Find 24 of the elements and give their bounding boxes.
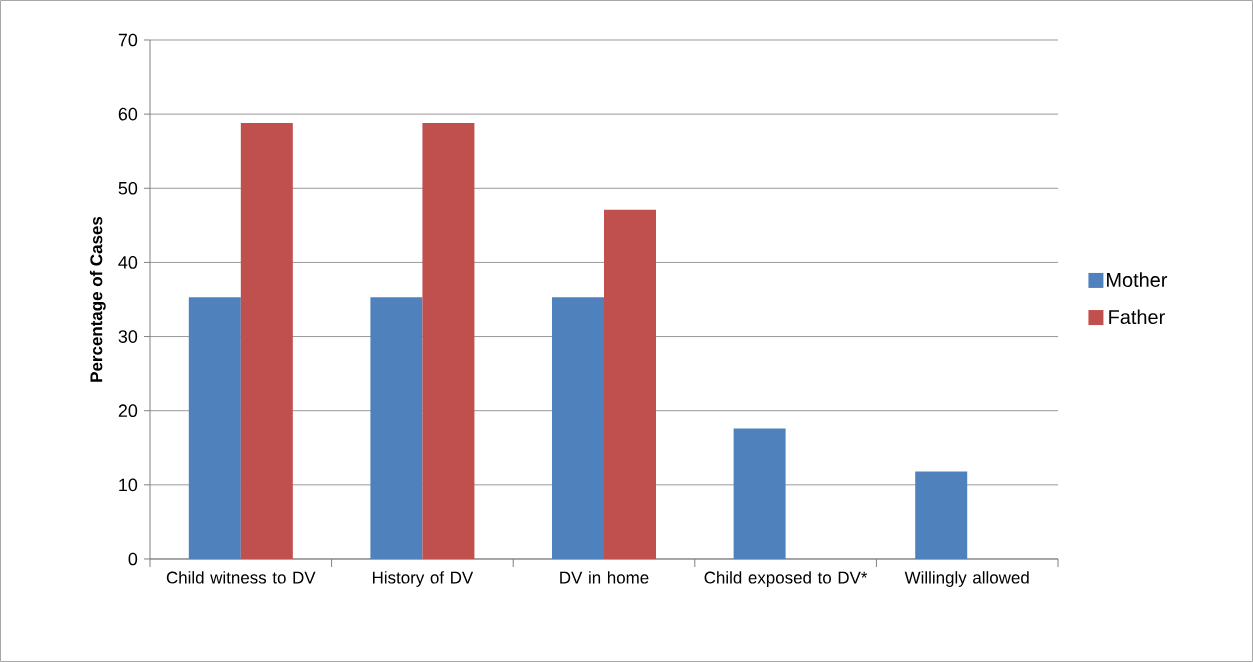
bar [188,297,241,559]
x-tick-label: DV in home [560,571,649,584]
y-tick-label: 70 [118,33,138,47]
y-tick-label: 20 [118,404,138,418]
x-tick-label: History of DV [372,571,474,587]
x-tick-label: Willingly allowed [904,571,1029,587]
y-axis-title: Percentage of Cases [89,216,106,382]
bar [733,428,786,559]
bar [370,297,423,559]
legend-label: Father [1109,309,1165,325]
y-tick-label: 50 [118,181,138,195]
y-tick-label: 40 [118,256,138,269]
y-tick-label: 60 [118,107,138,121]
y-tick-label: 0 [128,552,138,566]
legend-label: Mother [1107,272,1168,287]
x-tick-label: Child witness to DV [166,571,316,584]
bar [915,471,968,559]
bar [604,209,657,559]
x-tick-label: Child exposed to DV* [704,571,868,587]
y-tick-label: 30 [118,330,138,343]
bar [552,297,605,559]
bar [240,123,293,559]
bar [422,123,475,559]
y-tick-label: 10 [119,478,138,492]
